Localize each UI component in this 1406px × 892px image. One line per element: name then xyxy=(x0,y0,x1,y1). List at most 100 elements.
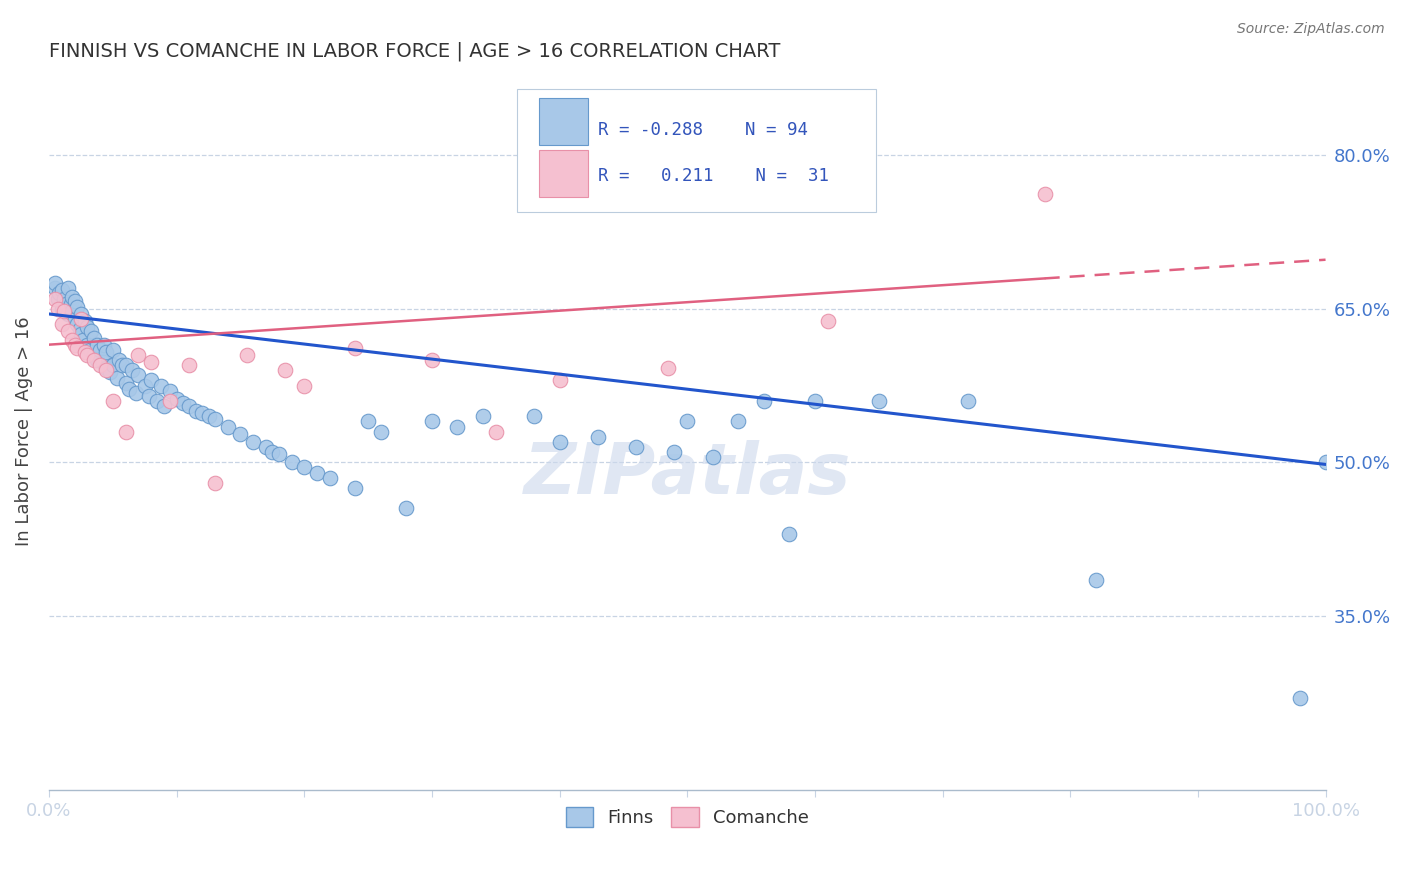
Point xyxy=(83,330,105,344)
FancyBboxPatch shape xyxy=(538,150,588,197)
Point xyxy=(134,378,156,392)
Point xyxy=(83,348,105,362)
Point xyxy=(217,419,239,434)
Point xyxy=(101,343,124,357)
Text: ZIPatlas: ZIPatlas xyxy=(523,440,851,509)
Point xyxy=(274,363,297,377)
Point xyxy=(664,445,686,459)
Text: R = -0.288    N = 94: R = -0.288 N = 94 xyxy=(598,121,808,139)
Point xyxy=(108,353,131,368)
Point xyxy=(101,358,124,372)
Point xyxy=(44,292,66,306)
FancyBboxPatch shape xyxy=(538,97,588,145)
Point xyxy=(1084,573,1107,587)
Point xyxy=(73,314,96,328)
Point xyxy=(957,394,980,409)
Point xyxy=(69,322,91,336)
Point xyxy=(51,317,73,331)
Point xyxy=(292,460,315,475)
Point xyxy=(420,353,443,368)
Y-axis label: In Labor Force | Age > 16: In Labor Force | Age > 16 xyxy=(15,317,32,547)
Point xyxy=(70,327,93,342)
Point xyxy=(53,292,76,306)
Point xyxy=(197,409,219,424)
Point xyxy=(676,414,699,428)
Point xyxy=(624,440,647,454)
Point xyxy=(89,343,111,357)
Text: Source: ZipAtlas.com: Source: ZipAtlas.com xyxy=(1237,22,1385,37)
Point xyxy=(702,450,724,465)
Point xyxy=(60,304,83,318)
Point xyxy=(91,355,114,369)
Point xyxy=(817,314,839,328)
Point xyxy=(121,363,143,377)
Point xyxy=(44,281,66,295)
Point xyxy=(254,440,277,454)
Point xyxy=(752,394,775,409)
Point xyxy=(101,394,124,409)
Point xyxy=(125,385,148,400)
Point xyxy=(118,382,141,396)
Point xyxy=(523,409,546,424)
Point xyxy=(114,376,136,390)
Point xyxy=(59,297,82,311)
Point xyxy=(395,501,418,516)
Point xyxy=(159,384,181,398)
Point xyxy=(139,355,162,369)
Point xyxy=(179,358,201,372)
Point xyxy=(86,353,108,368)
Point xyxy=(236,348,259,362)
Point xyxy=(60,333,83,347)
Point xyxy=(166,392,188,406)
Point xyxy=(1033,187,1056,202)
Point xyxy=(548,434,571,449)
Point xyxy=(76,337,98,351)
Point xyxy=(51,301,73,316)
Point xyxy=(114,425,136,439)
Point xyxy=(262,445,284,459)
Point xyxy=(46,292,69,306)
Point xyxy=(73,344,96,359)
Point xyxy=(586,430,609,444)
Point xyxy=(46,301,69,316)
Point xyxy=(96,344,118,359)
Point xyxy=(184,404,207,418)
Point xyxy=(66,341,89,355)
Point xyxy=(63,312,86,326)
Point xyxy=(70,312,93,326)
Point xyxy=(63,337,86,351)
Point xyxy=(292,378,315,392)
Point xyxy=(60,289,83,303)
Legend: Finns, Comanche: Finns, Comanche xyxy=(558,799,815,835)
Point xyxy=(229,426,252,441)
Point xyxy=(127,348,149,362)
Point xyxy=(204,412,226,426)
Point xyxy=(70,307,93,321)
Point xyxy=(79,343,101,357)
Point xyxy=(55,297,77,311)
Point xyxy=(446,419,468,434)
Point xyxy=(98,365,121,379)
Point xyxy=(1289,690,1312,705)
Point xyxy=(472,409,495,424)
Point xyxy=(96,363,118,377)
Point xyxy=(150,378,173,392)
Point xyxy=(44,277,66,291)
Point xyxy=(83,353,105,368)
Point xyxy=(146,394,169,409)
Point xyxy=(179,399,201,413)
Point xyxy=(96,361,118,376)
Point xyxy=(105,371,128,385)
Point xyxy=(138,389,160,403)
Point xyxy=(63,293,86,308)
Point xyxy=(868,394,890,409)
Point xyxy=(56,307,79,321)
Point xyxy=(778,527,800,541)
Point xyxy=(153,399,176,413)
Point xyxy=(267,447,290,461)
Point xyxy=(66,300,89,314)
Text: R =   0.211    N =  31: R = 0.211 N = 31 xyxy=(598,167,830,185)
Point xyxy=(139,374,162,388)
Point xyxy=(280,455,302,469)
Point xyxy=(114,358,136,372)
